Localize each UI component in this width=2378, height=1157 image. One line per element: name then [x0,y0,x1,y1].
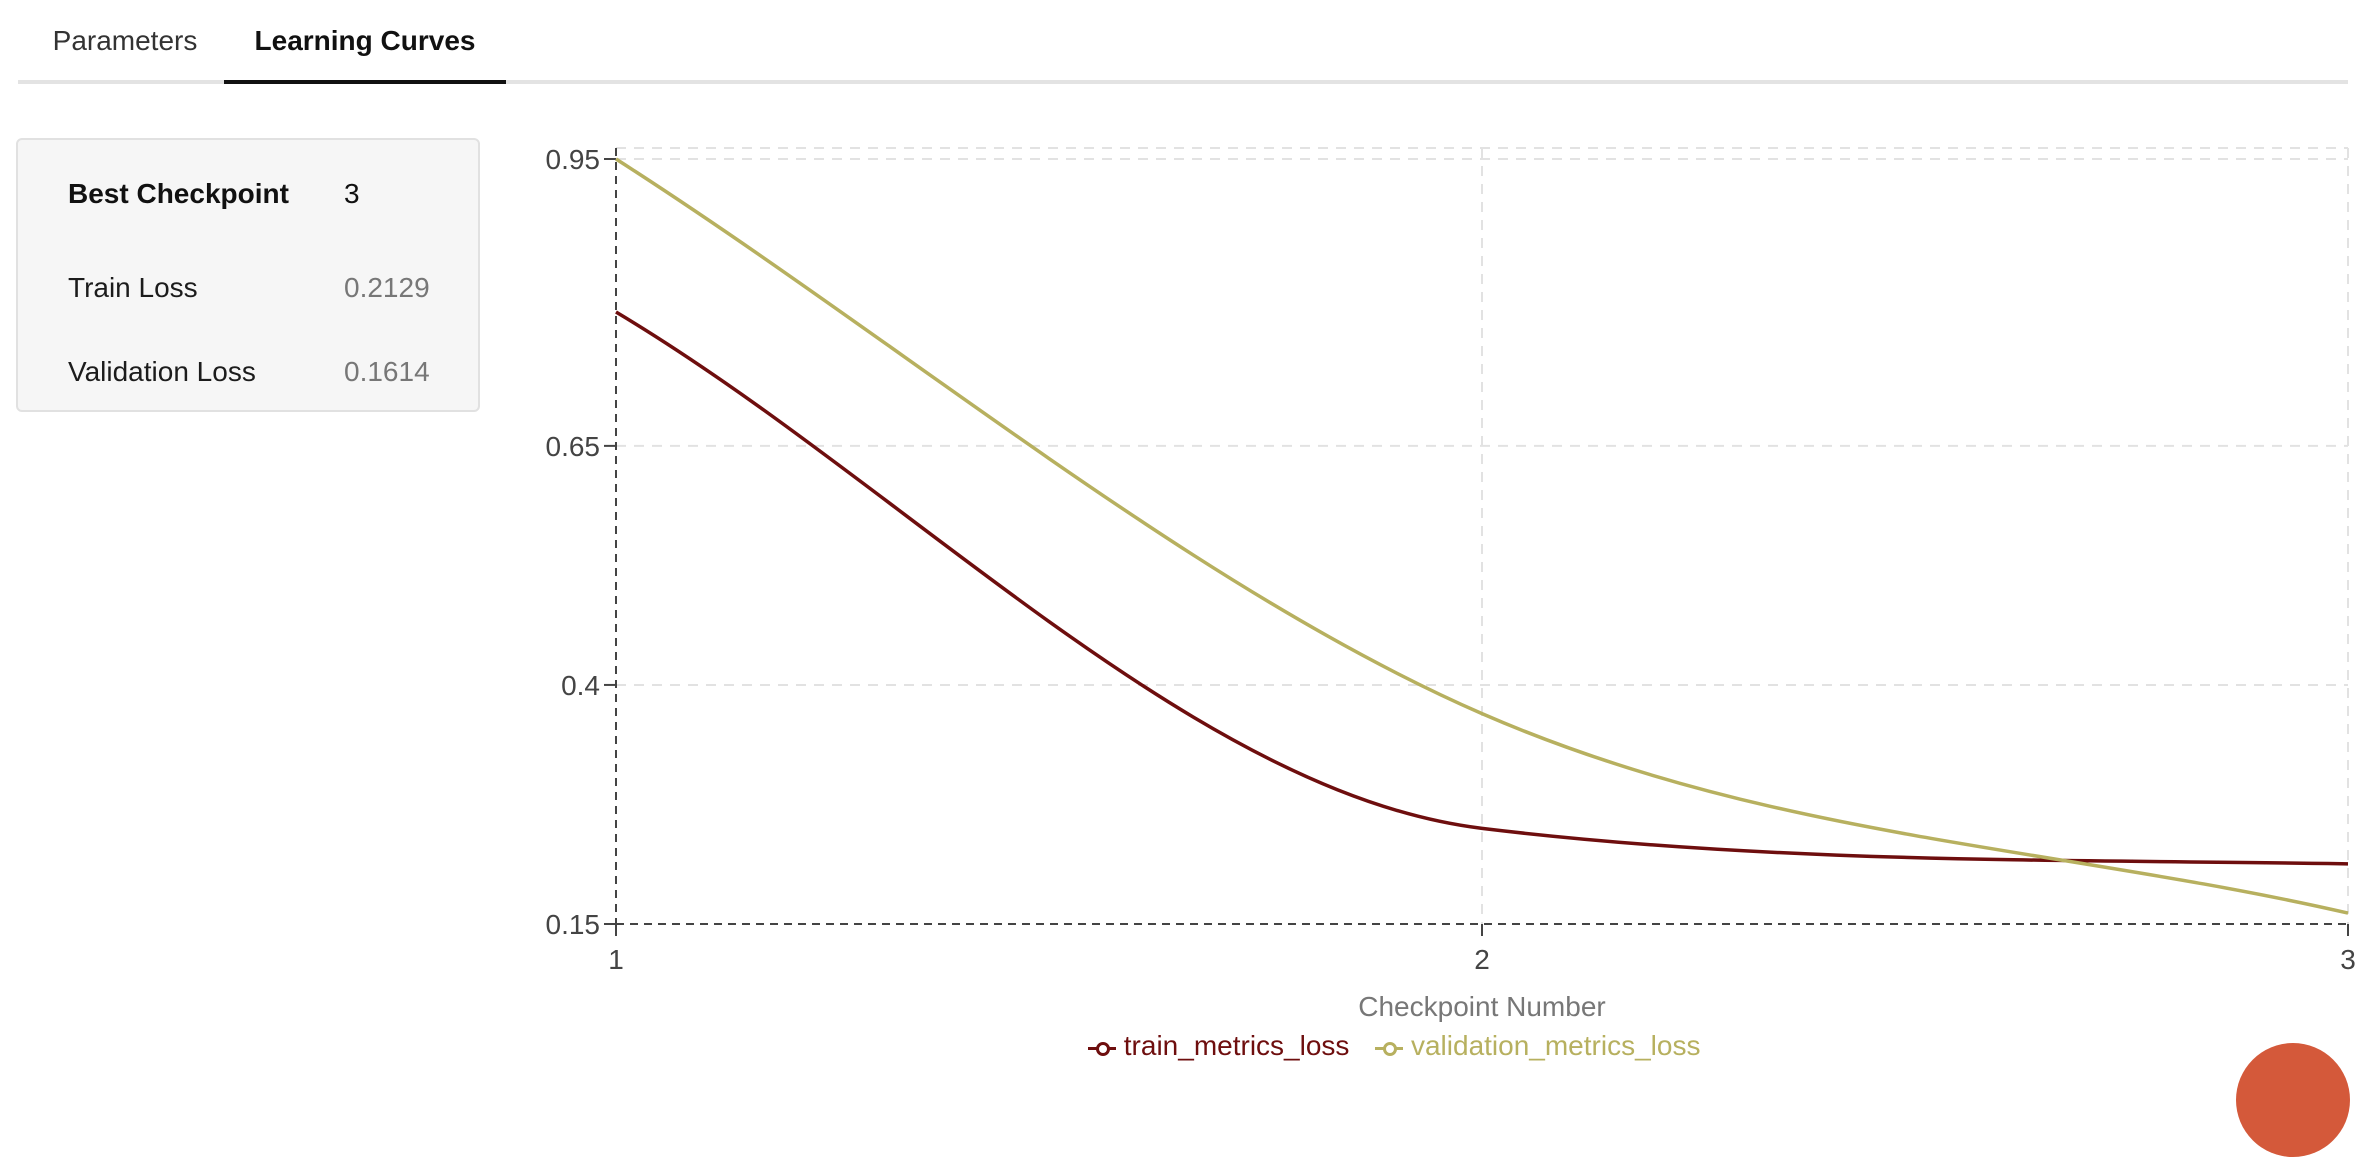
x-axis-title: Checkpoint Number [1358,991,1605,1022]
x-tick-label: 2 [1474,944,1490,975]
legend-label-validation: validation_metrics_loss [1410,1030,1701,1061]
chart-labels: Checkpoint Number 0.95 0.65 0.4 0.151 2 3 [546,144,2356,1022]
tab-parameters[interactable]: Parameters [52,25,198,56]
tab-learning-curves[interactable]: Learning Curves [224,0,506,84]
x-tick-label: 1 [608,944,624,975]
y-tick-label: 0.15 [546,909,601,940]
chart-grid [616,147,2349,924]
chart-legend: train_metrics_loss validation_metrics_lo… [1088,1030,1718,1070]
x-tick-label: 3 [2340,944,2356,975]
y-tick-label: 0.95 [546,144,601,175]
best-checkpoint-value: 3 [344,178,360,209]
tab-bar: Parameters Learning Curves [18,0,2348,84]
legend-item-validation[interactable]: validation_metrics_loss [1375,1030,1700,1062]
legend-marker-icon [1088,1041,1116,1056]
validation-loss-label: Validation Loss [68,356,256,387]
legend-marker-icon [1375,1041,1404,1056]
floating-action-button[interactable] [2236,1043,2350,1157]
series-line-validation [615,157,2349,915]
legend-label-train: train_metrics_loss [1123,1030,1350,1061]
chart-series [615,157,2349,915]
y-tick-label: 0.4 [561,670,600,701]
legend-item-train[interactable]: train_metrics_loss [1088,1030,1349,1062]
chart-axes [604,148,2349,936]
train-loss-value: 0.2129 [344,272,430,303]
checkpoint-summary-panel: Best Checkpoint 3 Train Loss 0.2129 Vali… [16,138,480,412]
best-checkpoint-label: Best Checkpoint [68,178,289,209]
train-loss-label: Train Loss [68,272,198,303]
y-tick-label: 0.65 [546,431,601,462]
validation-loss-value: 0.1614 [344,356,430,387]
learning-curves-chart: Checkpoint Number 0.95 0.65 0.4 0.151 2 3 [546,144,2356,1022]
